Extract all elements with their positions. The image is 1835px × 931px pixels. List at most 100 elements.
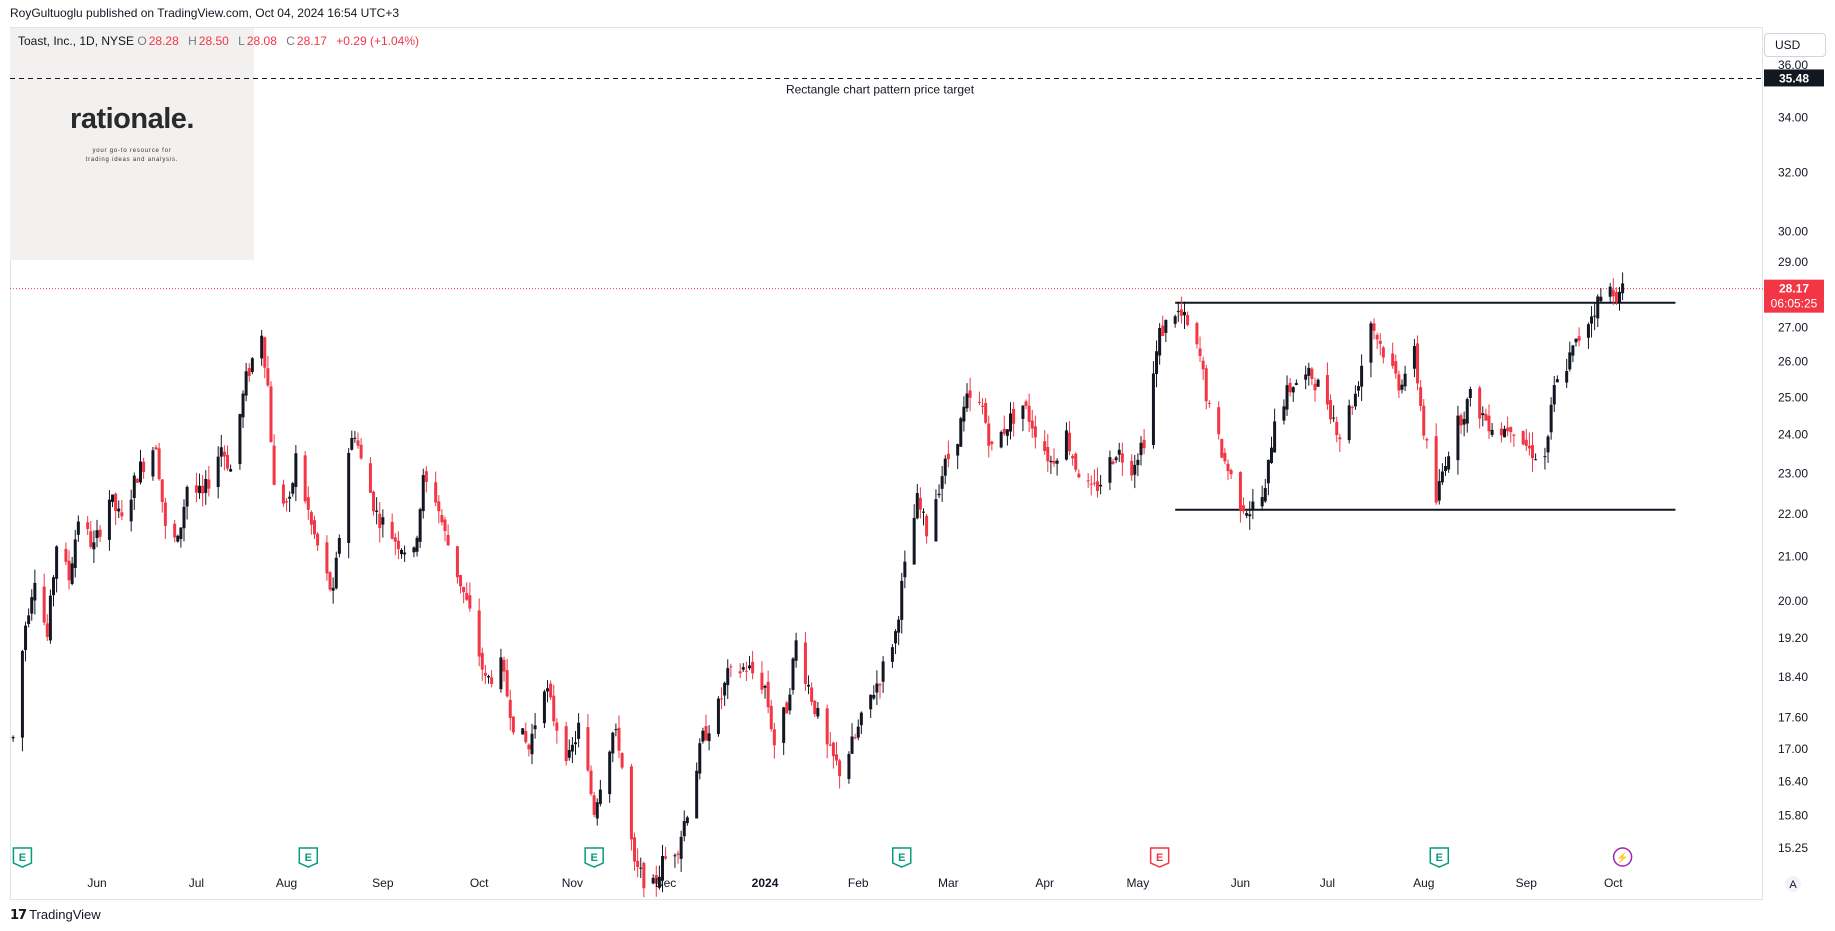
price-tick-label: 19.20 <box>1778 631 1808 645</box>
candle <box>20 649 24 752</box>
candle-body <box>1357 386 1360 391</box>
candle-body <box>281 484 285 504</box>
candle <box>595 798 599 826</box>
earnings-icon[interactable]: E <box>1149 847 1170 868</box>
candle-body <box>1621 283 1625 294</box>
candle-body <box>1465 399 1469 424</box>
candle-body <box>720 698 724 700</box>
price-target-annotation[interactable]: Rectangle chart pattern price target <box>786 82 975 96</box>
candle-body <box>216 456 220 488</box>
candle <box>875 670 879 706</box>
price-axis[interactable]: 15.25 15.80 16.40 17.00 17.60 18.40 19.20 20.00… <box>1764 58 1824 855</box>
candle-body <box>1117 449 1121 455</box>
candle <box>1577 327 1581 347</box>
dividends-icon[interactable]: ⚡ <box>1612 847 1633 867</box>
candle <box>48 589 52 644</box>
candle <box>903 550 907 589</box>
candle-body <box>521 728 525 735</box>
candle-body <box>229 468 233 472</box>
earnings-icon[interactable]: E <box>298 847 319 868</box>
candle-body <box>1503 428 1507 438</box>
candle-body <box>1248 514 1252 517</box>
earnings-icon-label: E <box>1156 852 1163 864</box>
candle <box>160 479 164 513</box>
time-axis[interactable]: Jun Jul Aug Sep Oct Nov Dec 2024 Feb Mar Apr May Jun… <box>87 876 1623 890</box>
candle <box>1614 287 1618 305</box>
earnings-icon-label: E <box>1436 852 1443 864</box>
candle <box>1068 421 1072 456</box>
candle <box>959 416 963 447</box>
auto-scale-bg <box>1785 876 1801 892</box>
candle <box>334 551 338 590</box>
candle <box>1437 469 1441 505</box>
candle <box>598 779 602 807</box>
earnings-icon[interactable]: E <box>584 847 604 868</box>
candle <box>729 663 733 678</box>
candle <box>704 714 708 742</box>
candle-body <box>247 367 251 376</box>
candle-body <box>847 754 851 779</box>
candle <box>766 670 770 714</box>
earnings-icon[interactable]: E <box>892 847 912 868</box>
candle-body <box>1543 456 1547 458</box>
candle <box>1176 302 1180 322</box>
candle <box>1161 315 1165 337</box>
candle-body <box>1599 296 1603 302</box>
candle-body <box>785 702 789 714</box>
candle <box>794 632 798 668</box>
candle <box>1089 475 1093 496</box>
candle <box>803 632 807 691</box>
candle <box>1372 318 1376 340</box>
candle <box>294 445 298 502</box>
candle <box>490 670 494 688</box>
candle-body <box>1611 289 1615 297</box>
candle <box>1307 362 1311 386</box>
candle <box>1027 393 1031 432</box>
symbol-legend: Toast, Inc., 1D, NYSE O 28.28 H 28.50 L 28.… <box>18 34 425 48</box>
price-tick-label: 26.00 <box>1778 355 1808 369</box>
candle-body <box>900 580 904 620</box>
candle <box>1313 377 1317 402</box>
candle <box>350 430 354 451</box>
candle-body <box>530 733 534 755</box>
candle <box>1291 386 1295 402</box>
target-price-badge <box>1764 69 1824 87</box>
candle <box>685 815 689 826</box>
symbol-name[interactable]: Toast, Inc., 1D, NYSE <box>18 34 135 48</box>
currency-button[interactable]: USD <box>1764 33 1826 57</box>
candle <box>1005 429 1009 446</box>
candle <box>455 546 459 584</box>
candle-body <box>1291 387 1295 393</box>
event-markers[interactable]: E E E E E E ⚡ <box>12 847 1633 868</box>
candle-body <box>1089 483 1093 485</box>
tradingview-footer[interactable]: 17 TradingView <box>10 907 101 923</box>
candle-body <box>574 742 577 745</box>
candle-body <box>20 650 24 738</box>
candle-body <box>1596 296 1600 319</box>
price-chart[interactable]: Rectangle chart pattern price target 15.2… <box>0 0 1835 900</box>
candle-body <box>400 549 403 555</box>
candle-body <box>763 685 767 688</box>
candle <box>922 508 925 526</box>
candle-body <box>375 510 379 512</box>
candle-body <box>250 358 254 372</box>
candle <box>1412 338 1416 378</box>
auto-scale-button[interactable]: A <box>1785 876 1801 892</box>
candle-body <box>272 445 276 485</box>
candle-body <box>368 463 372 493</box>
candle-body <box>1024 401 1028 406</box>
candle-body <box>1440 471 1444 483</box>
candle <box>676 850 680 864</box>
candle-body <box>1021 405 1025 419</box>
earnings-icon[interactable]: E <box>12 847 33 868</box>
candle-body <box>564 726 568 762</box>
candle-body <box>869 694 873 710</box>
candle <box>1288 378 1292 397</box>
candle-body <box>403 552 407 555</box>
candle <box>620 752 624 770</box>
earnings-icon[interactable]: E <box>1429 847 1450 868</box>
price-tick-label: 34.00 <box>1778 110 1808 124</box>
chart-pane[interactable] <box>10 27 1763 900</box>
candle <box>477 598 481 667</box>
candle <box>1071 454 1075 466</box>
